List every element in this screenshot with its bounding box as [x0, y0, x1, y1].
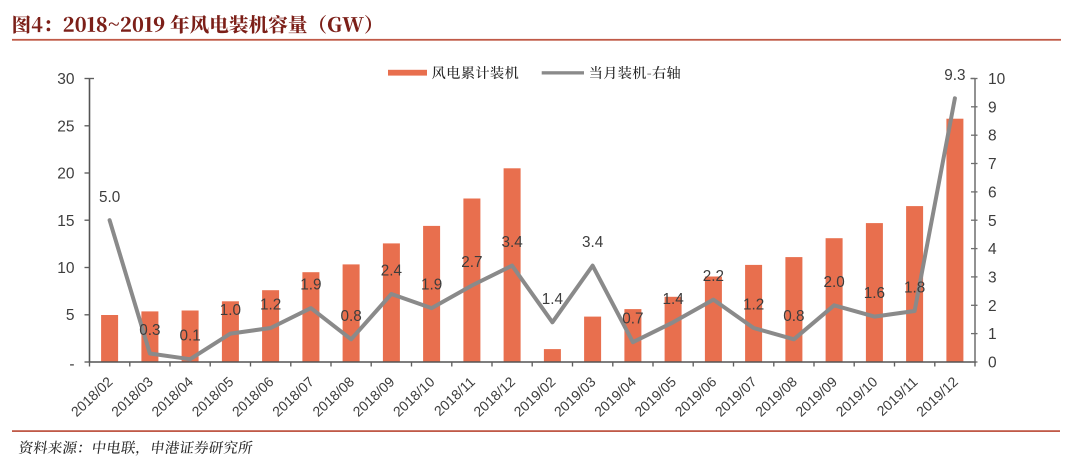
- svg-text:0: 0: [988, 355, 997, 372]
- svg-text:2019/03: 2019/03: [551, 373, 599, 419]
- svg-text:1.9: 1.9: [300, 277, 321, 294]
- svg-text:1.2: 1.2: [743, 297, 764, 314]
- svg-text:2019/09: 2019/09: [792, 373, 840, 419]
- svg-text:1.4: 1.4: [662, 291, 684, 308]
- svg-text:10: 10: [988, 71, 1006, 88]
- svg-text:20: 20: [57, 166, 75, 183]
- svg-text:6: 6: [988, 184, 997, 201]
- svg-text:2.7: 2.7: [461, 254, 482, 271]
- svg-text:0.8: 0.8: [340, 308, 361, 325]
- svg-text:2019/02: 2019/02: [511, 373, 559, 419]
- svg-text:0.7: 0.7: [622, 311, 643, 328]
- svg-text:0.3: 0.3: [139, 322, 160, 339]
- svg-text:1.6: 1.6: [864, 285, 885, 302]
- svg-text:3.4: 3.4: [582, 234, 604, 251]
- svg-text:1.9: 1.9: [421, 277, 442, 294]
- svg-text:3: 3: [988, 269, 997, 286]
- svg-text:2018/03: 2018/03: [108, 373, 156, 419]
- svg-text:2019/07: 2019/07: [712, 373, 760, 419]
- svg-text:2018/04: 2018/04: [148, 373, 196, 419]
- svg-text:7: 7: [988, 156, 997, 173]
- svg-text:2018/07: 2018/07: [269, 373, 317, 419]
- svg-text:1.8: 1.8: [904, 280, 925, 297]
- svg-text:3.4: 3.4: [501, 234, 523, 251]
- svg-text:1.4: 1.4: [542, 291, 564, 308]
- svg-text:-: -: [69, 356, 74, 373]
- svg-text:1.2: 1.2: [260, 297, 281, 314]
- svg-text:0.1: 0.1: [179, 328, 200, 345]
- svg-text:2018/05: 2018/05: [189, 373, 237, 419]
- svg-text:9.3: 9.3: [944, 67, 965, 84]
- svg-text:2018/06: 2018/06: [229, 373, 277, 419]
- svg-text:2019/06: 2019/06: [672, 373, 720, 419]
- svg-text:2: 2: [988, 298, 997, 315]
- svg-text:2018/11: 2018/11: [431, 373, 478, 419]
- svg-text:5: 5: [988, 213, 997, 230]
- svg-text:2019/04: 2019/04: [591, 373, 639, 419]
- svg-text:2.2: 2.2: [703, 268, 724, 285]
- svg-text:2019/12: 2019/12: [913, 373, 961, 419]
- svg-text:2018/09: 2018/09: [350, 373, 398, 419]
- svg-text:2019/05: 2019/05: [631, 373, 679, 419]
- svg-text:2019/10: 2019/10: [833, 373, 881, 419]
- svg-text:9: 9: [988, 99, 997, 116]
- svg-text:1.0: 1.0: [220, 302, 241, 319]
- svg-text:0.8: 0.8: [783, 308, 804, 325]
- svg-text:2018/10: 2018/10: [390, 373, 438, 419]
- svg-text:2018/12: 2018/12: [470, 373, 518, 419]
- svg-text:2018/02: 2018/02: [68, 373, 116, 419]
- svg-text:2019/08: 2019/08: [752, 373, 800, 419]
- svg-text:15: 15: [57, 213, 74, 230]
- svg-text:2.4: 2.4: [381, 263, 403, 280]
- svg-text:10: 10: [57, 260, 75, 277]
- svg-text:8: 8: [988, 128, 997, 145]
- svg-text:1: 1: [988, 326, 997, 343]
- svg-text:5.0: 5.0: [99, 189, 120, 206]
- svg-text:2.0: 2.0: [823, 274, 844, 291]
- svg-text:30: 30: [57, 71, 75, 88]
- svg-text:2018/08: 2018/08: [309, 373, 357, 419]
- svg-text:5: 5: [66, 307, 75, 324]
- svg-text:25: 25: [57, 118, 74, 135]
- svg-text:2019/11: 2019/11: [873, 373, 920, 419]
- svg-text:4: 4: [988, 241, 997, 258]
